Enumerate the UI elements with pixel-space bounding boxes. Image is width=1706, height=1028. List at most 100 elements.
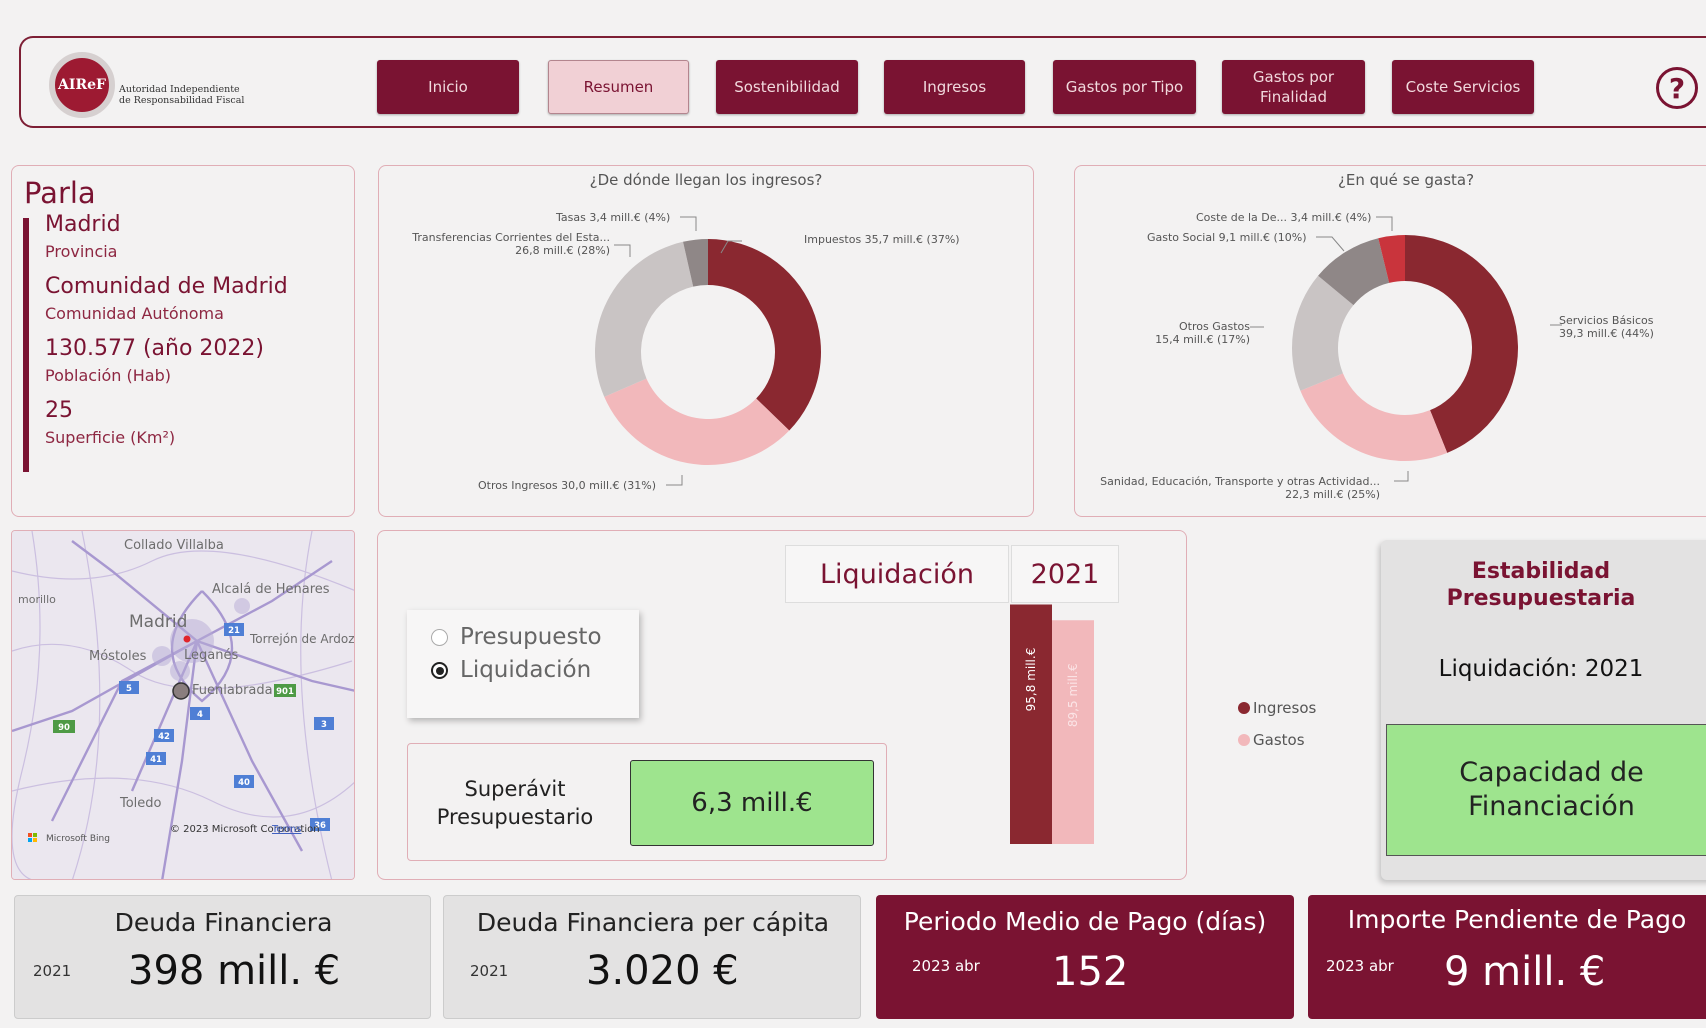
ingresos-slice-0[interactable] [708,239,821,431]
logo-text: Autoridad Independiente de Responsabilid… [119,84,244,106]
area-label: Superficie (Km²) [45,428,176,447]
municipality-name: Parla [24,176,96,210]
gastos-label-servicios-1: Servicios Básicos [1559,314,1654,327]
map-brand: Microsoft Bing [46,834,110,844]
info-accent-bar [23,218,29,472]
ingresos-label-tasas: Tasas 3,4 mill.€ (4%) [556,211,671,224]
logo-line-2: de Responsabilidad Fiscal [119,95,245,106]
gastos-slice-3[interactable] [1318,238,1390,306]
road-shield-21: 21 [228,626,240,636]
map-terms-link[interactable]: Terms [271,824,301,835]
municipality-info-card [11,165,355,517]
area-value: 25 [45,398,73,423]
gastos-donut-chart [1250,216,1562,482]
nav-ingresos-button[interactable]: Ingresos [884,60,1025,114]
legend-gastos: Gastos [1238,724,1316,756]
gastos-slice-4[interactable] [1378,235,1405,283]
kpi-ipp-title: Importe Pendiente de Pago [1347,905,1687,934]
gastos-slice-2[interactable] [1292,275,1354,391]
estabilidad-liquidacion: Liquidación: 2021 [1438,656,1644,682]
help-glyph: ? [1668,71,1686,105]
road-shield-901: 901 [276,687,294,697]
estabilidad-value-text: Capacidad de Financiación [1459,757,1644,822]
ingresos-title: ¿De dónde llegan los ingresos? [589,171,823,189]
gastos-label-otros: Otros Gastos 15,4 mill.€ (17%) [1130,320,1250,346]
nav-inicio-button[interactable]: Inicio [377,60,519,114]
nav-coste-servicios-button[interactable]: Coste Servicios [1392,60,1534,114]
kpi-deuda-title: Deuda Financiera [114,908,333,937]
gastos-slice-0[interactable] [1405,235,1518,453]
microsoft-logo-icon [28,833,37,842]
logo-line-1: Autoridad Independiente [119,84,240,95]
legend-gastos-label: Gastos [1253,731,1305,749]
map-place-madrid: Madrid [129,612,187,632]
year-display: 2021 [1011,545,1119,603]
ingresos-label-impuestos: Impuestos 35,7 mill.€ (37%) [804,233,960,246]
gastos-label-sanidad: Sanidad, Educación, Transporte y otras A… [1088,475,1380,501]
map-place-morillo: morillo [18,593,56,606]
gastos-label-otros-2: 15,4 mill.€ (17%) [1155,333,1250,346]
kpi-importe-pendiente: Importe Pendiente de Pago 2023 abr 9 mil… [1308,895,1706,1019]
gastos-slice-1[interactable] [1300,373,1448,461]
radio-presupuesto[interactable]: Presupuesto [431,624,602,650]
road-shield-42: 42 [158,732,170,742]
kpi-periodo-medio-pago: Periodo Medio de Pago (días) 2023 abr 15… [876,895,1294,1019]
gastos-label-servicios-2: 39,3 mill.€ (44%) [1559,327,1654,340]
road-shield-36: 36 [314,821,326,831]
nav-sostenibilidad-button[interactable]: Sostenibilidad [716,60,858,114]
kpi-deuda-financiera: Deuda Financiera 2021 398 mill. € [14,895,431,1019]
map-place-mostoles: Móstoles [89,649,147,664]
province-label: Provincia [45,242,118,261]
road-shield-4: 4 [197,710,203,720]
bar-label-gastos: 89,5 mill.€ [1066,663,1080,727]
kpi-deuda-period: 2021 [33,962,72,980]
radio-presupuesto-dot[interactable] [431,628,448,646]
population-label: Población (Hab) [45,366,172,385]
ingresos-slice-1[interactable] [604,378,790,465]
gastos-label-sanidad-1: Sanidad, Educación, Transporte y otras A… [1100,475,1380,488]
map-attribution: © 2023 Microsoft Corporation [170,824,320,835]
radio-liquidacion-dot[interactable] [431,661,448,679]
gastos-label-servicios: Servicios Básicos 39,3 mill.€ (44%) [1559,314,1654,340]
kpi-percapita-period: 2021 [470,962,509,980]
nav-resumen-button[interactable]: Resumen [548,60,689,114]
legend-ingresos-dot [1238,702,1250,714]
map-place-alcala: Alcalá de Henares [212,582,330,597]
nav-gastos-tipo-button[interactable]: Gastos por Tipo [1053,60,1196,114]
legend-ingresos: Ingresos [1238,692,1316,724]
kpi-percapita-value: 3.020 € [586,948,739,994]
bar-legend: Ingresos Gastos [1238,692,1316,756]
gastos-label-sanidad-2: 22,3 mill.€ (25%) [1285,488,1380,501]
kpi-pmp-value: 152 [1052,949,1129,995]
superavit-label: Superávit Presupuestario [436,777,594,829]
road-shield-90: 90 [58,723,70,733]
radio-liquidacion[interactable]: Liquidación [431,657,591,683]
kpi-pmp-title: Periodo Medio de Pago (días) [903,907,1267,936]
ingresos-label-transferencias-2: 26,8 mill.€ (28%) [515,244,610,257]
bar-gastos[interactable] [1052,620,1094,844]
ingresos-donut-chart [595,216,821,486]
mode-display: Liquidación [785,545,1009,603]
gastos-label-social: Gasto Social 9,1 mill.€ (10%) [1147,231,1307,244]
population-value: 130.577 (año 2022) [45,336,265,361]
superavit-value: 6,3 mill.€ [630,760,874,846]
ingresos-slice-3[interactable] [683,239,708,287]
estabilidad-value: Capacidad de Financiación [1386,724,1706,856]
ingresos-label-transferencias-1: Transferencias Corrientes del Esta... [412,231,610,244]
legend-ingresos-label: Ingresos [1253,699,1317,717]
kpi-deuda-percapita: Deuda Financiera per cápita 2021 3.020 € [443,895,861,1019]
kpi-deuda-value: 398 mill. € [128,948,341,994]
nav-gastos-finalidad-button[interactable]: Gastos por Finalidad [1222,60,1365,114]
ingresos-label-otros: Otros Ingresos 30,0 mill.€ (31%) [478,479,657,492]
location-map[interactable]: 21 5 901 4 90 42 3 41 40 36 Collado Vill… [11,530,355,880]
bar-ingresos[interactable] [1010,604,1052,845]
ingresos-slice-2[interactable] [595,241,694,397]
map-place-leganes: Leganés [184,648,238,663]
province-value: Madrid [45,212,121,237]
ingresos-gastos-bar-chart: 95,8 mill.€ 89,5 mill.€ [1010,604,1094,845]
estabilidad-title: Estabilidad Presupuestaria [1446,559,1636,611]
community-value: Comunidad de Madrid [45,274,288,299]
superavit-box [407,743,887,861]
help-icon[interactable]: ? [1656,67,1698,109]
gastos-label-coste: Coste de la De... 3,4 mill.€ (4%) [1196,211,1372,224]
